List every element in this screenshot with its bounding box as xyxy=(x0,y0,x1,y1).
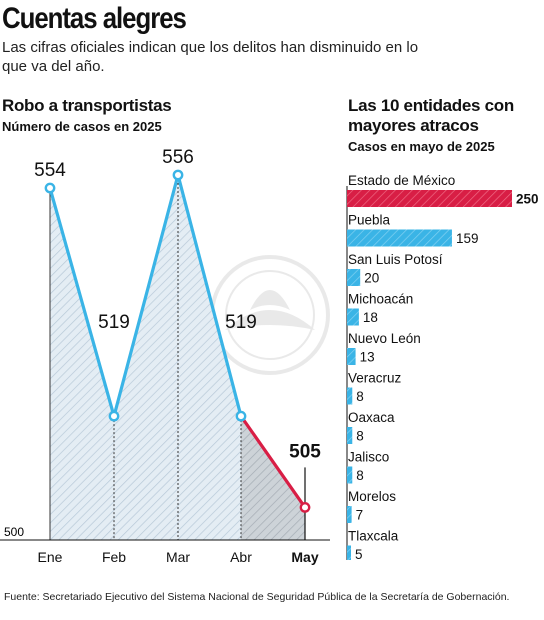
data-point xyxy=(44,182,56,194)
chart-subtitle: Las cifras oficiales indican que los del… xyxy=(2,39,419,75)
bar-category-label: Tlaxcala xyxy=(348,529,399,544)
bar-chart: Estado de México 250 Puebla 159 San Luis Pot… xyxy=(346,173,539,560)
chart-title: Cuentas alegres xyxy=(2,2,187,35)
bar-category-label: San Luis Potosí xyxy=(348,252,443,267)
area-fill xyxy=(50,175,241,540)
data-point xyxy=(172,169,184,181)
line-segment xyxy=(112,173,180,418)
line-chart-subtitle: Número de casos en 2025 xyxy=(2,119,162,134)
bar-value-label: 18 xyxy=(363,310,378,325)
bar-value-label: 8 xyxy=(356,429,364,444)
bar-chart-subtitle: Casos en mayo de 2025 xyxy=(348,139,495,154)
bar-category-label: Nuevo León xyxy=(348,331,421,346)
bar xyxy=(347,545,351,560)
source-note: Fuente: Secretariado Ejecutivo del Siste… xyxy=(4,591,510,603)
data-point xyxy=(108,410,120,422)
bar-category-label: Veracruz xyxy=(348,371,402,386)
bar-category-label: Estado de México xyxy=(348,173,455,188)
line-chart: 500 554 519 556 519 505 Ene Feb Mar Abr May xyxy=(0,147,330,565)
data-label: 556 xyxy=(162,147,194,168)
seal-watermark-icon xyxy=(210,255,330,375)
bar-category-label: Morelos xyxy=(348,489,396,504)
data-label: 519 xyxy=(98,312,130,333)
data-point xyxy=(299,502,311,513)
data-label: 519 xyxy=(225,312,257,333)
bar-value-label: 250 xyxy=(516,192,539,207)
bar-value-label: 7 xyxy=(356,508,364,523)
x-tick-label: Abr xyxy=(230,549,252,565)
bar-category-label: Jalisco xyxy=(348,450,389,465)
bar-value-label: 5 xyxy=(355,547,363,560)
line-segment xyxy=(176,173,243,418)
bar-category-label: Oaxaca xyxy=(348,410,395,425)
bar-value-label: 8 xyxy=(356,468,364,483)
x-tick-label: Feb xyxy=(102,549,126,565)
area-fill-last xyxy=(241,416,305,540)
bar xyxy=(347,308,359,326)
bar-value-label: 13 xyxy=(360,350,375,365)
bar xyxy=(347,427,353,444)
bar-chart-title: Las 10 entidades con mayores atracos xyxy=(348,96,514,135)
bar-value-label: 8 xyxy=(356,389,364,404)
bar xyxy=(347,466,353,484)
bar xyxy=(347,269,361,286)
bar xyxy=(347,229,452,247)
bar-category-label: Puebla xyxy=(348,213,391,228)
data-point xyxy=(235,410,247,422)
x-tick-label: Mar xyxy=(166,549,190,565)
bar-value-label: 20 xyxy=(364,271,379,286)
x-tick-label: May xyxy=(291,549,318,565)
line-segment xyxy=(48,186,116,418)
data-label: 554 xyxy=(34,160,66,181)
bar xyxy=(347,190,512,207)
bar xyxy=(347,387,353,405)
data-label: 505 xyxy=(289,441,321,462)
bar xyxy=(347,506,352,523)
line-chart-title: Robo a transportistas xyxy=(2,96,172,115)
x-tick-label: Ene xyxy=(38,549,63,565)
line-segment xyxy=(239,414,307,510)
bar-value-label: 159 xyxy=(456,231,479,246)
baseline-label: 500 xyxy=(4,525,24,539)
bar-category-label: Michoacán xyxy=(348,292,413,307)
bar xyxy=(347,348,356,365)
